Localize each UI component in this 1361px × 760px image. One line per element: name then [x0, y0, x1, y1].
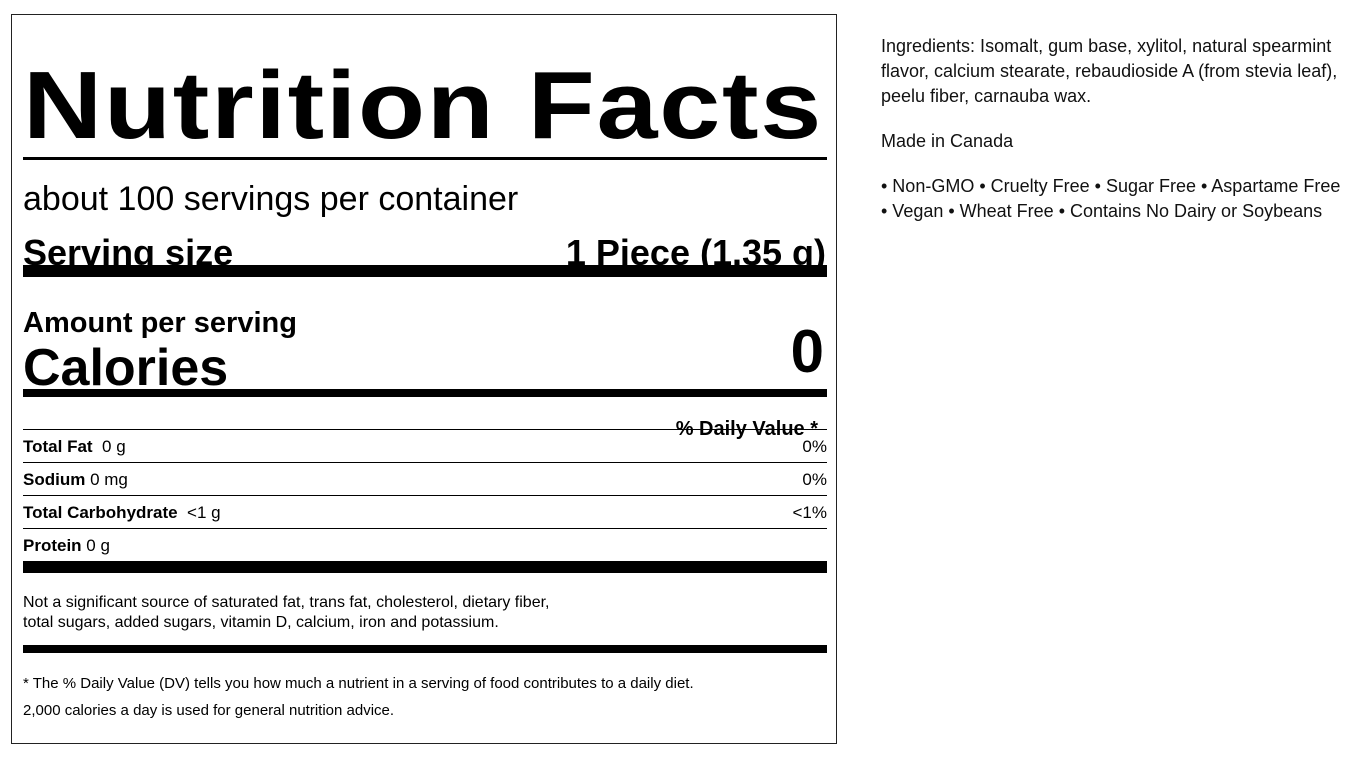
nutrient-name: Protein — [23, 536, 82, 555]
nutrient-row-total-carbohydrate: Total Carbohydrate <1 g <1% — [23, 496, 827, 529]
footnote-calories: 2,000 calories a day is used for general… — [23, 702, 395, 719]
nutrient-row-sodium: Sodium 0 mg 0% — [23, 463, 827, 496]
amount-per-serving: Amount per serving — [23, 307, 297, 339]
nutrient-name: Total Carbohydrate — [23, 503, 178, 522]
nutrient-row-protein: Protein 0 g — [23, 529, 827, 562]
divider — [23, 157, 827, 160]
nutrient-amount: 0 g — [86, 536, 110, 555]
calories-label: Calories — [23, 339, 229, 397]
nutrient-name: Total Fat — [23, 437, 93, 456]
nutrient-amount: 0 g — [102, 437, 126, 456]
thick-divider — [23, 561, 827, 573]
servings-per-container: about 100 servings per container — [23, 180, 519, 218]
divider — [23, 495, 827, 496]
nutrient-dv: <1% — [792, 503, 828, 522]
origin-text: Made in Canada — [881, 131, 1014, 151]
thick-divider — [23, 265, 827, 277]
nutrient-amount: 0 mg — [90, 470, 128, 489]
footnote-daily-value: * The % Daily Value (DV) tells you how m… — [23, 675, 694, 692]
nutrient-name: Sodium — [23, 470, 86, 489]
ingredients-text: Ingredients: Isomalt, gum base, xylitol,… — [881, 36, 1338, 106]
nutrient-dv: 0% — [802, 470, 827, 489]
medium-divider — [23, 645, 827, 653]
divider — [23, 462, 827, 463]
medium-divider — [23, 389, 827, 397]
label-title: Nutrition Facts — [23, 52, 823, 159]
nutrition-facts-label: Nutrition Facts about 100 servings per c… — [11, 14, 837, 744]
nutrient-dv: 0% — [802, 437, 827, 456]
calories-value: 0 — [790, 318, 824, 385]
nutrient-amount: <1 g — [187, 503, 221, 522]
divider — [23, 429, 827, 430]
nutrient-row-total-fat: Total Fat 0 g 0% — [23, 430, 827, 463]
claims-text: • Non-GMO • Cruelty Free • Sugar Free • … — [881, 176, 1341, 221]
not-significant-note: Not a significant source of saturated fa… — [23, 594, 550, 631]
divider — [23, 528, 827, 529]
